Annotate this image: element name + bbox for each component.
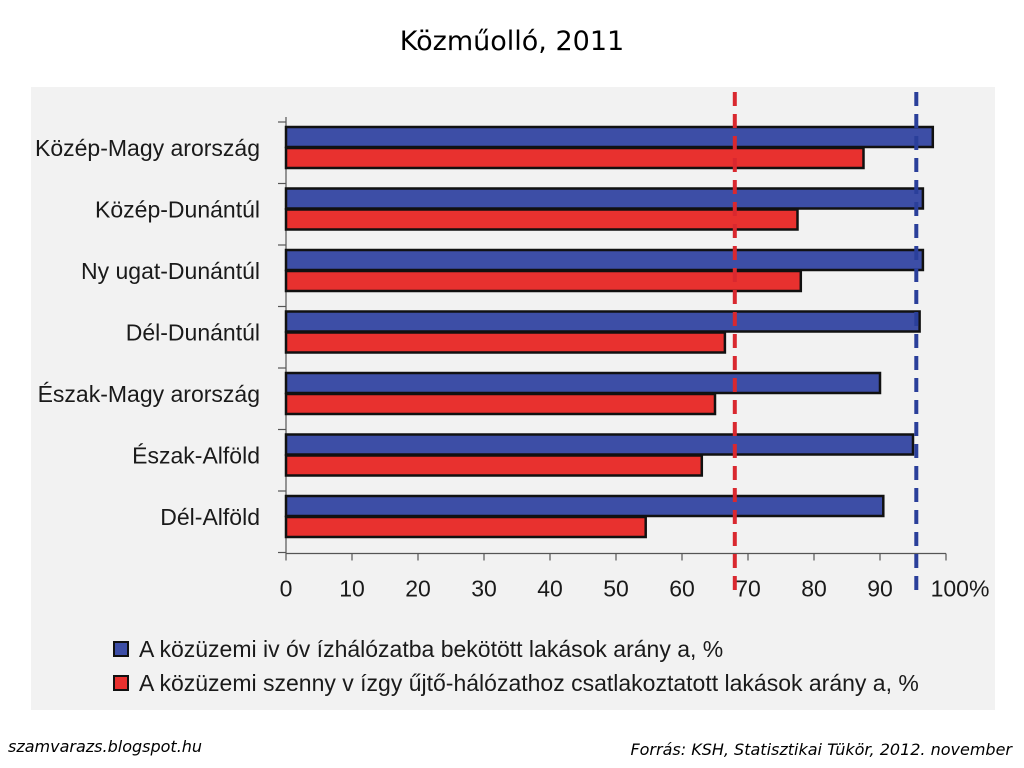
bar-water [284,494,885,518]
x-tick-label: 90 [867,576,893,602]
x-tick-label: 60 [669,576,695,602]
legend-item-sewer: A közüzemi szenny v ízgy űjtő-hálózathoz… [113,666,919,700]
legend-swatch-water [113,641,129,657]
blog-credit: szamvarazs.blogspot.hu [8,737,203,756]
legend-label-water: A közüzemi iv óv ízhálózatba bekötött la… [139,635,724,662]
x-tick-label: 10 [339,576,365,602]
bar-sewer [284,454,704,477]
bar-sewer [284,515,647,539]
x-tick-label: 0 [280,576,293,602]
category-label: Ny ugat-Dunántúl [81,258,260,284]
x-tick-label: 40 [537,576,563,602]
category-label: Észak-Alföld [132,443,260,469]
bar-sewer [284,269,803,293]
category-label: Észak-Magy arország [38,381,260,407]
bar-sewer [284,331,727,354]
x-tick-label: 80 [801,576,827,602]
legend-item-water: A közüzemi iv óv ízhálózatba bekötött la… [113,632,919,666]
x-tick-label: 30 [471,576,497,602]
legend-label-sewer: A közüzemi szenny v ízgy űjtő-hálózathoz… [139,669,919,696]
category-label: Dél-Alföld [160,504,260,530]
bar-water [284,248,925,272]
bar-water [284,310,921,333]
category-label: Dél-Dunántúl [126,320,260,346]
bar-sewer [284,392,717,416]
x-tick-label: 70 [735,576,761,602]
bar-sewer [284,146,865,170]
bar-water [284,125,935,149]
bar-water [284,433,915,456]
category-label: Közép-Magy arország [35,135,260,161]
chart-legend: A közüzemi iv óv ízhálózatba bekötött la… [113,632,919,700]
x-tick-label: 50 [603,576,629,602]
x-tick-label: 100% [931,576,990,602]
x-tick-label: 20 [405,576,431,602]
category-label: Közép-Dunántúl [95,197,260,223]
bar-water [284,187,925,210]
legend-swatch-sewer [113,675,129,691]
chart-title: Közműolló, 2011 [399,26,625,57]
bar-sewer [284,208,799,231]
source-note: Forrás: KSH, Statisztikai Tükör, 2012. n… [630,740,1012,759]
bar-water [284,371,882,395]
